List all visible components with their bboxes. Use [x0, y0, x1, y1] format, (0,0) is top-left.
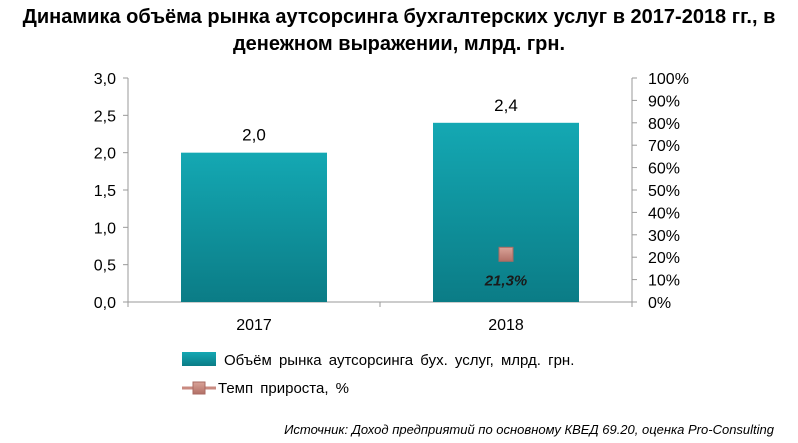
legend-swatch-bar [182, 352, 216, 366]
legend-label-line: Темп прироста, % [218, 380, 349, 397]
bar-value-label: 2,0 [242, 126, 266, 145]
y-tick-label: 3,0 [94, 71, 116, 88]
chart-title: Динамика объёма рынка аутсорсинга бухгал… [22, 6, 776, 55]
y2-tick-label: 0% [648, 295, 671, 312]
y2-tick-label: 70% [648, 138, 680, 155]
y2-tick-label: 30% [648, 228, 680, 245]
y-tick-label: 2,5 [94, 108, 116, 125]
y2-tick-label: 20% [648, 250, 680, 267]
legend-swatch-marker [192, 381, 206, 395]
bar-2017 [181, 152, 327, 302]
data-labels-group: 2,0 2,4 21,3% [242, 96, 527, 289]
legend: Объём рынка аутсорсинга бух. услуг, млрд… [182, 352, 574, 397]
y-tick-label: 2,0 [94, 146, 116, 163]
y2-tick-label: 50% [648, 183, 680, 200]
x-tick-label: 2018 [488, 317, 524, 334]
y-tick-label: 0,5 [94, 258, 116, 275]
growth-value-label: 21,3% [484, 272, 528, 289]
y-tick-label: 1,0 [94, 220, 116, 237]
x-tick-label: 2017 [236, 317, 272, 334]
bar-value-label: 2,4 [494, 96, 518, 115]
y2-tick-label: 80% [648, 116, 680, 133]
bar-2018 [433, 122, 579, 302]
y-tick-label: 0,0 [94, 295, 116, 312]
legend-label-bar: Объём рынка аутсорсинга бух. услуг, млрд… [224, 352, 574, 369]
y2-tick-label: 10% [648, 273, 680, 290]
y2-tick-label: 40% [648, 205, 680, 222]
source-note: Источник: Доход предприятий по основному… [284, 422, 774, 437]
chart-axes: 0,0 0,5 1,0 1,5 2,0 2,5 3,0 0% 10% 20% 30% 40% 50% 60… [94, 71, 689, 334]
y2-tick-label: 100% [648, 71, 689, 88]
growth-marker-2018 [498, 246, 514, 262]
bars-group [181, 122, 579, 302]
y2-tick-label: 90% [648, 93, 680, 110]
y2-tick-label: 60% [648, 161, 680, 178]
y-tick-label: 1,5 [94, 183, 116, 200]
